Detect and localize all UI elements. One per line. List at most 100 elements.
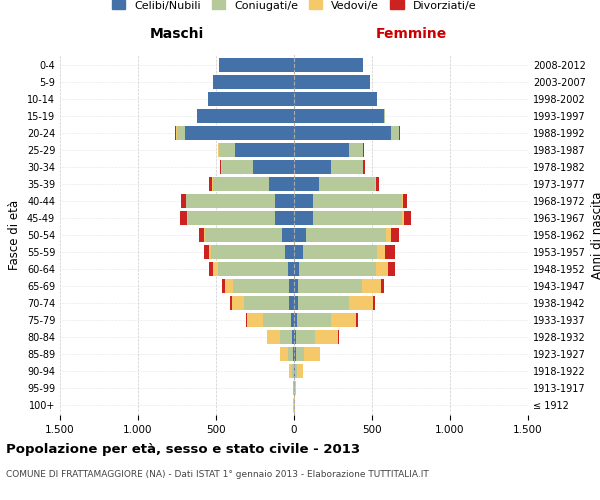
Bar	[211, 245, 284, 259]
Bar	[177, 126, 185, 140]
Bar	[280, 330, 292, 344]
Bar	[204, 245, 209, 259]
Bar	[263, 312, 291, 327]
Y-axis label: Fasce di età: Fasce di età	[8, 200, 21, 270]
Bar	[275, 211, 294, 225]
Bar	[209, 177, 212, 192]
Legend: Celibi/Nubili, Coniugati/e, Vedovi/e, Divorziati/e: Celibi/Nubili, Coniugati/e, Vedovi/e, Di…	[107, 0, 481, 15]
Bar	[391, 228, 400, 242]
Bar	[226, 278, 233, 293]
Bar	[220, 160, 221, 174]
Bar	[209, 262, 213, 276]
Bar	[294, 160, 331, 174]
Bar	[203, 228, 205, 242]
Bar	[247, 312, 263, 327]
Bar	[188, 211, 275, 225]
Bar	[313, 194, 401, 208]
Bar	[298, 296, 349, 310]
Bar	[289, 278, 294, 293]
Bar	[349, 296, 373, 310]
Bar	[293, 346, 294, 361]
Bar	[208, 92, 294, 106]
Text: COMUNE DI FRATTAMAGGIORE (NA) - Dati ISTAT 1° gennaio 2013 - Elaborazione TUTTIT: COMUNE DI FRATTAMAGGIORE (NA) - Dati IST…	[6, 470, 429, 479]
Bar	[298, 278, 362, 293]
Bar	[386, 228, 391, 242]
Bar	[391, 126, 398, 140]
Bar	[267, 330, 268, 344]
Bar	[289, 296, 294, 310]
Bar	[315, 330, 338, 344]
Bar	[233, 278, 289, 293]
Bar	[294, 312, 297, 327]
Bar	[296, 346, 304, 361]
Bar	[212, 177, 213, 192]
Bar	[304, 346, 320, 361]
Bar	[213, 262, 218, 276]
Bar	[362, 143, 364, 158]
Bar	[356, 312, 358, 327]
Bar	[253, 160, 294, 174]
Bar	[294, 143, 349, 158]
Bar	[294, 211, 313, 225]
Bar	[268, 330, 280, 344]
Bar	[244, 296, 289, 310]
Bar	[222, 278, 226, 293]
Bar	[289, 364, 292, 378]
Bar	[294, 58, 362, 72]
Bar	[296, 330, 315, 344]
Bar	[331, 160, 362, 174]
Bar	[288, 346, 293, 361]
Y-axis label: Anni di nascita: Anni di nascita	[591, 192, 600, 278]
Bar	[331, 312, 356, 327]
Bar	[294, 177, 319, 192]
Bar	[377, 245, 385, 259]
Bar	[302, 245, 377, 259]
Bar	[294, 228, 307, 242]
Text: Popolazione per età, sesso e stato civile - 2013: Popolazione per età, sesso e stato civil…	[6, 442, 360, 456]
Bar	[338, 330, 339, 344]
Bar	[294, 330, 296, 344]
Bar	[175, 126, 176, 140]
Bar	[199, 228, 203, 242]
Bar	[401, 211, 404, 225]
Bar	[294, 194, 313, 208]
Bar	[294, 75, 370, 90]
Bar	[235, 143, 294, 158]
Bar	[176, 126, 177, 140]
Bar	[232, 296, 244, 310]
Bar	[375, 177, 376, 192]
Bar	[218, 143, 219, 158]
Bar	[294, 109, 385, 124]
Bar	[376, 262, 388, 276]
Bar	[222, 160, 253, 174]
Bar	[294, 245, 302, 259]
Bar	[295, 364, 297, 378]
Bar	[297, 364, 304, 378]
Bar	[349, 143, 362, 158]
Bar	[376, 177, 379, 192]
Bar	[373, 296, 375, 310]
Bar	[187, 194, 275, 208]
Bar	[380, 278, 384, 293]
Bar	[213, 177, 269, 192]
Bar	[280, 346, 288, 361]
Bar	[319, 177, 375, 192]
Bar	[288, 262, 294, 276]
Bar	[187, 211, 188, 225]
Bar	[221, 160, 222, 174]
Bar	[181, 194, 185, 208]
Bar	[295, 380, 296, 395]
Bar	[398, 126, 400, 140]
Bar	[218, 262, 288, 276]
Bar	[385, 245, 395, 259]
Text: Femmine: Femmine	[376, 26, 446, 40]
Bar	[275, 194, 294, 208]
Bar	[291, 312, 294, 327]
Bar	[403, 194, 407, 208]
Bar	[185, 126, 294, 140]
Bar	[313, 211, 401, 225]
Bar	[213, 75, 294, 90]
Bar	[292, 330, 294, 344]
Bar	[205, 228, 281, 242]
Bar	[180, 211, 187, 225]
